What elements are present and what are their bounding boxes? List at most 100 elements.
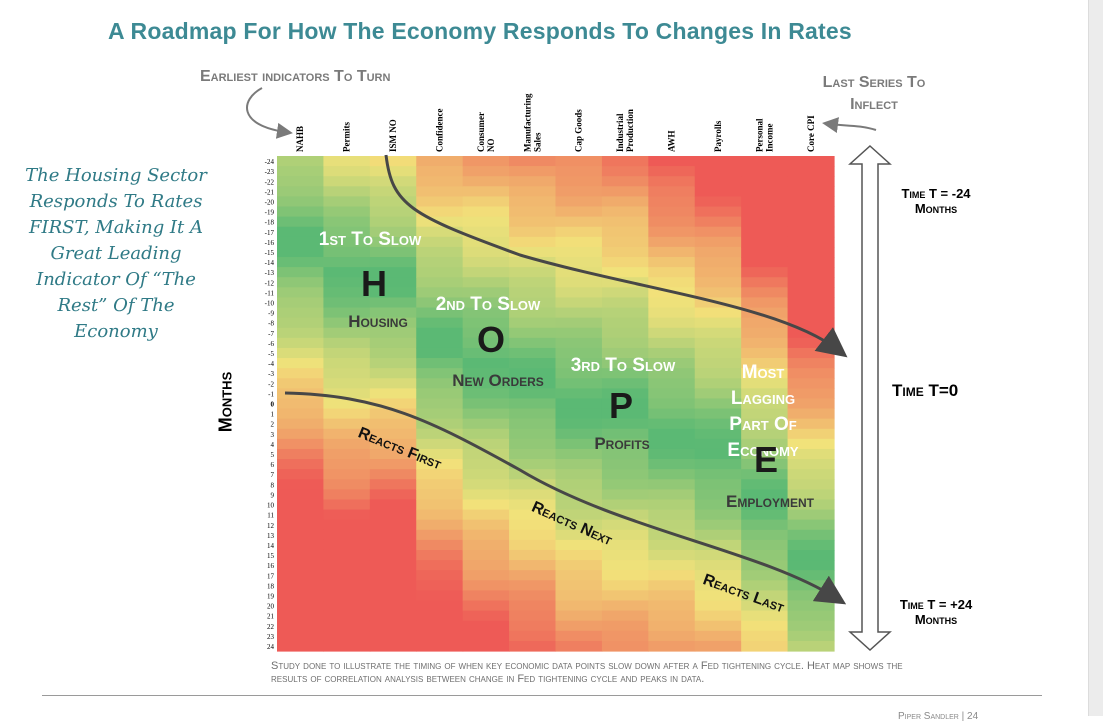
- heatmap-cell: [741, 246, 789, 258]
- callout-right-arrow: [822, 117, 877, 133]
- heatmap-cell: [694, 560, 742, 571]
- stage-annotations: 1st To Slow H Housing 2nd To Slow O New Order…: [319, 229, 815, 616]
- heatmap-cell: [694, 610, 742, 622]
- heatmap-cell: [648, 347, 696, 359]
- heatmap-cell: [555, 267, 603, 278]
- month-tick: 1: [271, 411, 275, 419]
- heatmap-cell: [741, 418, 789, 430]
- heatmap-cell: [555, 620, 603, 632]
- heatmap-cell: [601, 327, 649, 339]
- heatmap-cell: [787, 358, 835, 369]
- heatmap-cell: [416, 246, 464, 258]
- callout-last: Last Series To Inflect: [822, 74, 926, 113]
- heatmap-cell: [741, 448, 789, 460]
- heatmap-cell: [509, 166, 557, 177]
- month-tick: -6: [268, 340, 274, 348]
- heatmap-cell: [509, 176, 557, 187]
- heatmap-cell: [416, 499, 464, 511]
- top-flow-curve: [384, 154, 848, 358]
- heatmap-cell: [416, 560, 464, 571]
- heatmap-cell: [416, 358, 464, 369]
- heatmap-cell: [509, 438, 557, 450]
- callout-left-arrow: [246, 87, 293, 139]
- heatmap-cell: [694, 166, 742, 177]
- heatmap-cell: [741, 398, 789, 410]
- heatmap-cell: [555, 549, 603, 561]
- heatmap-cell: [555, 156, 603, 167]
- month-tick: 17: [267, 572, 275, 580]
- heatmap-cell: [648, 378, 696, 389]
- heatmap-cell: [369, 297, 417, 309]
- heatmap-cell: [741, 176, 789, 187]
- heatmap-cell: [787, 428, 835, 440]
- heatmap-cell: [462, 438, 510, 450]
- stage-letter-e: E: [754, 439, 778, 480]
- heatmap-cell: [369, 216, 417, 228]
- heatmap-cell: [741, 489, 789, 501]
- heatmap-cell: [416, 186, 464, 198]
- heatmap-cell: [694, 529, 742, 541]
- heatmap-cell: [694, 388, 742, 400]
- column-label: ISM NO: [388, 119, 398, 152]
- heatmap-cell: [462, 418, 510, 430]
- stage-order-employment: Most: [742, 362, 785, 383]
- heatmap-cell: [509, 640, 557, 652]
- heatmap-cell: [509, 246, 557, 258]
- month-tick: 21: [267, 613, 275, 621]
- heatmap-cell: [555, 640, 603, 652]
- heatmap-cell: [369, 257, 417, 268]
- heatmap-cell: [741, 469, 789, 480]
- month-tick: 12: [267, 522, 275, 530]
- heatmap-cell: [648, 267, 696, 278]
- heatmap-cell: [369, 186, 417, 198]
- heatmap-cell: [509, 529, 557, 541]
- heatmap-cell: [787, 347, 835, 359]
- heatmap-cell: [416, 479, 464, 490]
- heatmap-cell: [369, 347, 417, 359]
- heatmap-cell: [694, 600, 742, 612]
- heatmap-cell: [369, 519, 417, 531]
- heatmap-cell: [416, 580, 464, 591]
- heatmap-cell: [323, 368, 371, 379]
- heatmap-cell: [462, 519, 510, 531]
- heatmap-cell: [601, 428, 649, 440]
- heatmap-cell: [648, 610, 696, 622]
- heatmap-cell: [462, 570, 510, 581]
- heatmap-cell: [509, 570, 557, 581]
- heatmap-cell: [555, 337, 603, 349]
- heatmap-cell: [416, 509, 464, 521]
- heatmap-cell: [323, 186, 371, 198]
- heatmap-cell: [601, 529, 649, 541]
- heatmap-cell: [694, 337, 742, 349]
- heatmap-cell: [741, 206, 789, 218]
- page-footer: Piper Sandler | 24: [898, 711, 979, 722]
- heatmap-cell: [277, 519, 325, 531]
- heatmap-cell: [277, 469, 325, 480]
- heatmap-cell: [369, 560, 417, 571]
- heatmap-cell: [601, 408, 649, 420]
- heatmap-cell: [509, 469, 557, 480]
- heatmap-cell: [787, 408, 835, 420]
- heatmap-cell: [462, 176, 510, 187]
- heatmap-cell: [741, 570, 789, 581]
- heatmap-cell: [648, 560, 696, 571]
- month-tick: -18: [265, 219, 275, 227]
- month-tick: -1: [268, 390, 274, 398]
- heatmap-cell: [648, 257, 696, 268]
- heatmap-cell: [509, 539, 557, 551]
- heatmap-cell: [416, 570, 464, 581]
- heatmap-cell: [277, 560, 325, 571]
- heatmap-cell: [601, 459, 649, 470]
- heatmap-cell: [369, 287, 417, 299]
- heatmap-cell: [277, 196, 325, 208]
- heatmap-cell: [277, 257, 325, 268]
- heatmap-cell: [416, 448, 464, 460]
- heatmap-cell: [694, 620, 742, 632]
- column-labels: NAHB Permits ISM NO Confidence Consumer NO Man…: [295, 93, 816, 152]
- heatmap-cell: [694, 257, 742, 268]
- month-tick: 23: [267, 633, 275, 641]
- heatmap-cell: [509, 196, 557, 208]
- heatmap-cell: [509, 428, 557, 440]
- heatmap-cell: [369, 317, 417, 329]
- heatmap-cell: [601, 388, 649, 400]
